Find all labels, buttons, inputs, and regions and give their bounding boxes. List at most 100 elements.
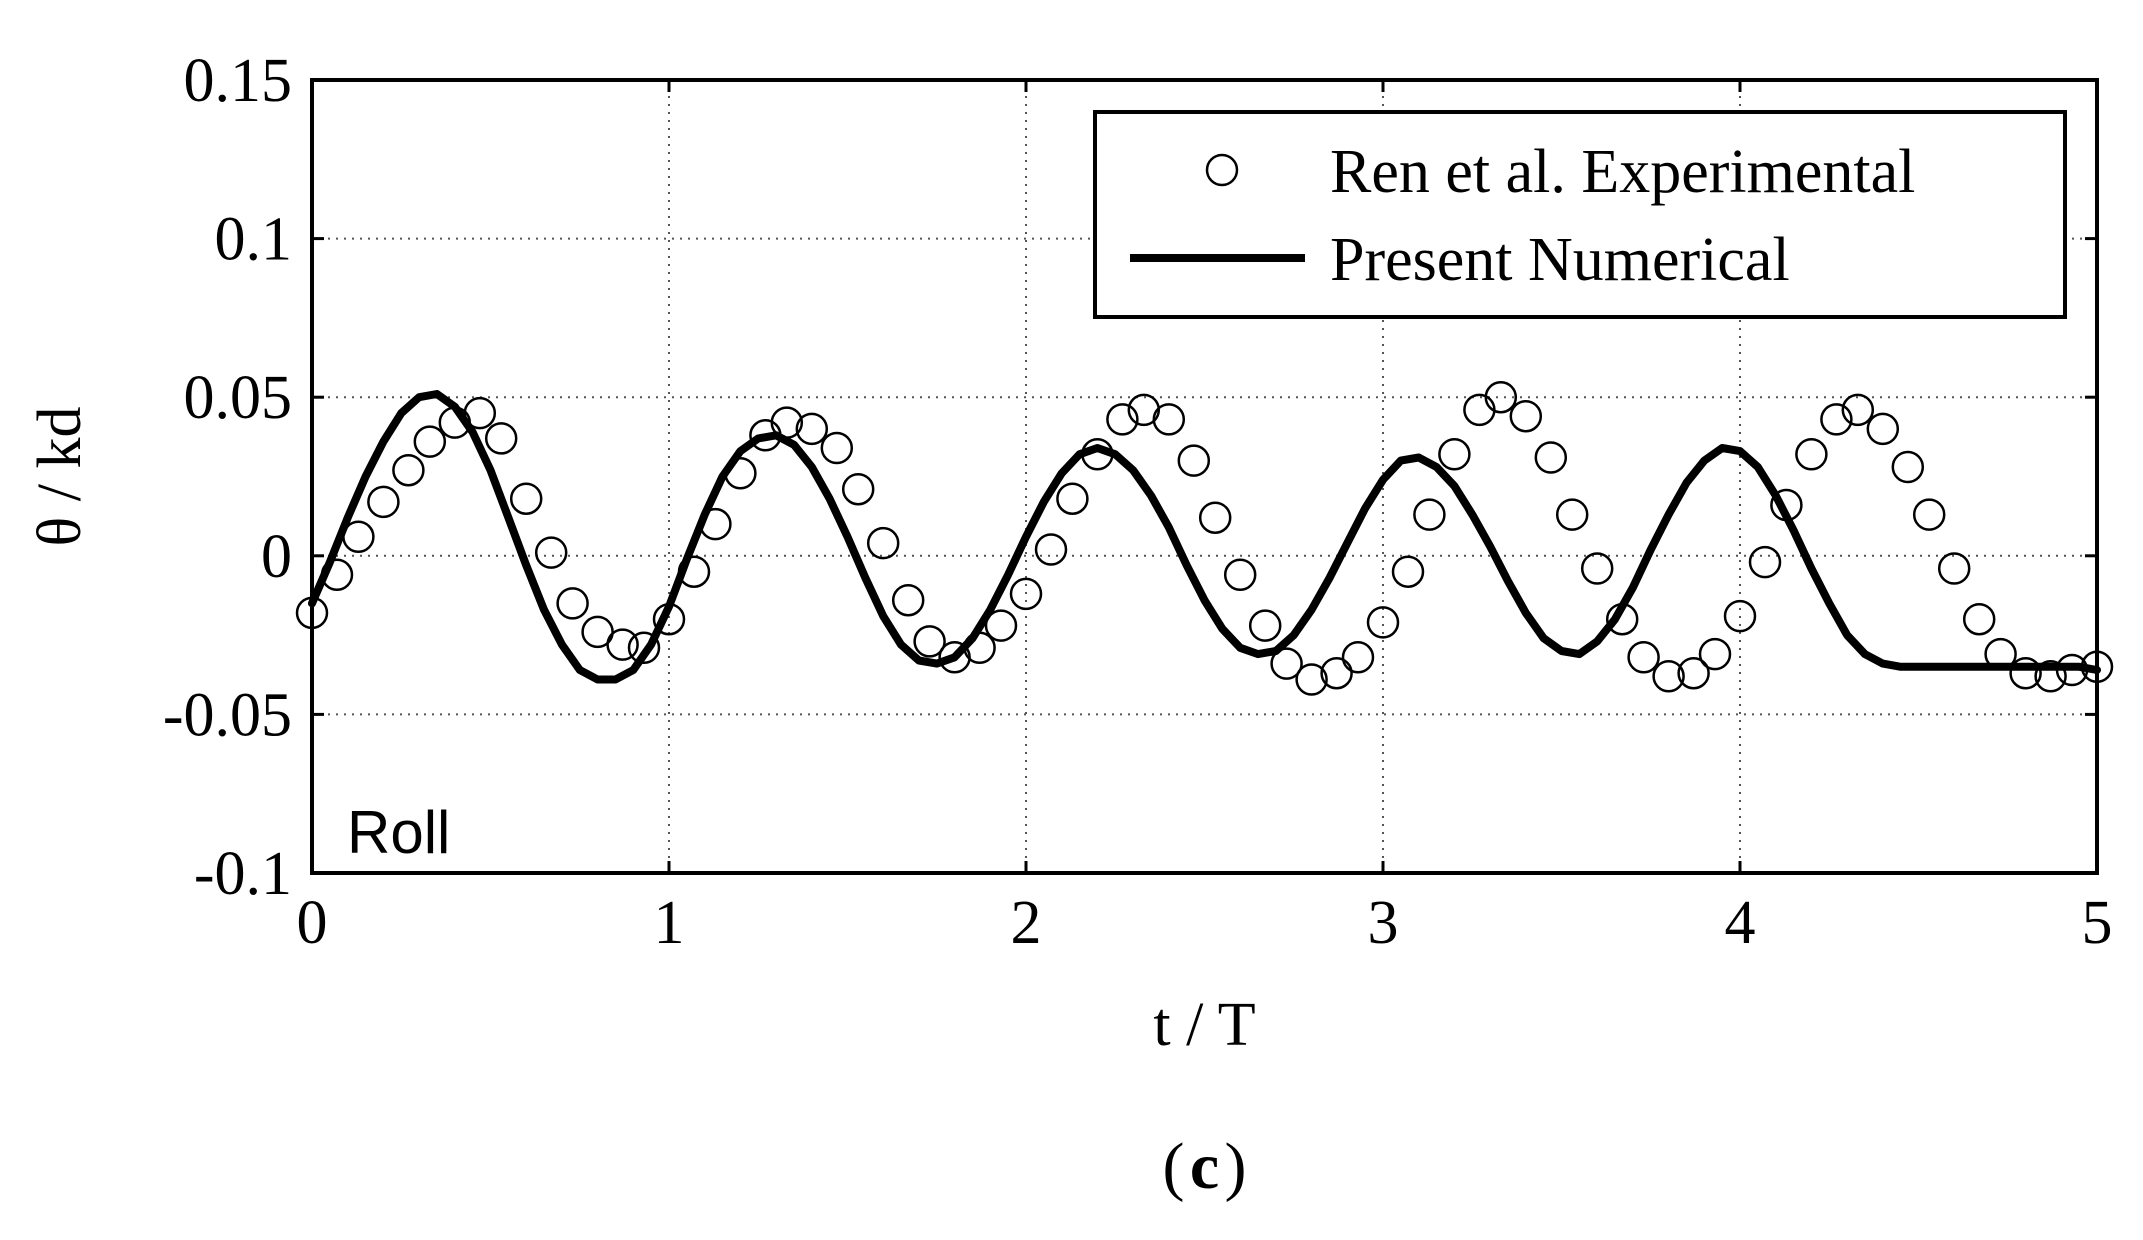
experimental-point [1248,609,1282,642]
experimental-point [1748,545,1782,579]
experimental-point [1677,656,1710,690]
experimental-point [1841,393,1875,427]
experimental-point [1962,602,1996,636]
experimental-point [1984,637,2017,671]
experimental-point [1438,438,1471,471]
experimental-point [1627,641,1660,674]
experimental-point [770,406,804,439]
x-tick-label: 3 [1368,889,1399,957]
caption-letter: c [1190,1130,1219,1203]
experimental-point [2034,660,2067,693]
experimental-point [913,625,946,658]
roll-annotation: Roll [347,799,450,866]
axis-ticks: 0 1 2 3 4 5 -0.1 -0.05 0 0.05 0.1 0.15 [163,47,2113,957]
experimental-point [320,558,354,592]
experimental-point [1891,450,1925,484]
experimental-point [652,602,686,636]
experimental-point [556,587,589,620]
legend-box [1093,110,2067,319]
x-tick-label: 5 [2082,889,2113,957]
experimental-point [463,396,497,430]
y-tick-label: 0.1 [215,206,293,274]
numerical-line [308,390,2101,684]
experimental-point [1106,403,1139,436]
experimental-point [1463,393,1496,427]
experimental-point [534,536,568,569]
experimental-point [2009,656,2042,690]
figure-caption: ( c ) [1163,1130,1247,1203]
x-axis-label: t / T [1153,991,1255,1059]
y-tick-label: 0.05 [184,364,293,432]
experimental-point [627,631,661,665]
experimental-point [866,526,900,560]
experimental-point [1555,498,1589,531]
x-tick-label: 0 [297,889,328,957]
experimental-point [1391,555,1425,588]
experimental-point [984,609,1018,642]
experimental-point [1820,403,1853,436]
experimental-point [1056,482,1089,515]
experimental-point [795,412,829,446]
caption-close-paren: ) [1225,1130,1247,1203]
experimental-point [841,472,875,506]
experimental-point [891,583,925,617]
legend-label-experimental: Ren et al. Experimental [1330,138,1915,206]
experimental-point [963,631,996,665]
experimental-point [1580,552,1614,585]
experimental-point [484,422,518,455]
caption-open-paren: ( [1163,1130,1185,1203]
experimental-point [1341,641,1375,674]
experimental-point [1937,552,1971,585]
experimental-point [1484,380,1518,414]
experimental-point [1034,533,1068,566]
series-markers [295,380,2114,696]
grid-lines [312,80,2097,873]
experimental-point [606,628,639,661]
y-tick-label: -0.05 [163,681,292,749]
experimental-point [1698,637,1732,671]
experimental-point [1009,577,1043,611]
legend: Ren et al. Experimental Present Numerica… [1093,110,2067,319]
experimental-point [509,482,543,515]
experimental-point [342,520,375,554]
experimental-point [1177,444,1211,477]
x-tick-label: 2 [1011,889,1042,957]
experimental-point [413,425,447,458]
y-tick-label: 0 [261,523,292,591]
experimental-point [1534,441,1568,474]
experimental-point [820,431,854,465]
experimental-point [677,555,711,588]
legend-label-numerical: Present Numerical [1330,226,1790,294]
y-tick-label: 0.15 [184,47,293,115]
experimental-point [367,485,400,519]
experimental-point [1152,403,1186,436]
experimental-point [1509,399,1543,433]
experimental-point [1320,656,1353,690]
experimental-point [1223,558,1257,592]
experimental-point [1770,488,1803,522]
experimental-point [1366,606,1400,639]
experimental-point [1198,501,1232,534]
legend-marker-experimental [1205,153,1239,187]
series-lines [308,390,2101,684]
experimental-point [1081,438,1114,471]
plot-frame [310,78,2099,875]
experimental-point [1652,660,1685,693]
experimental-point [1270,647,1303,680]
experimental-point [1413,498,1446,531]
experimental-point [699,507,732,541]
experimental-point [392,453,425,487]
y-tick-label: -0.1 [194,840,292,908]
experimental-point [1723,599,1757,633]
experimental-point [2055,653,2089,687]
experimental-point [1866,412,1900,446]
experimental-point [1605,602,1639,636]
experimental-point [1795,438,1828,471]
y-axis-label: θ / kd [26,407,94,547]
x-tick-label: 1 [654,889,685,957]
experimental-point [1912,498,1946,531]
experimental-point [1295,663,1328,696]
experimental-point [724,457,757,490]
x-tick-label: 4 [1725,889,1756,957]
